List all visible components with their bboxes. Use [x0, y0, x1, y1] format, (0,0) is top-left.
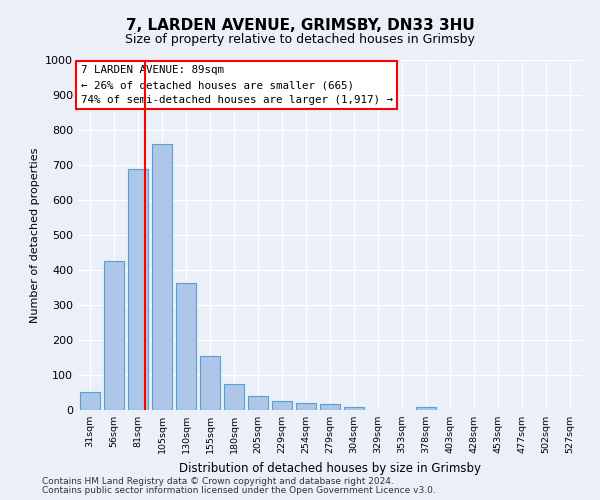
Bar — [224, 384, 244, 410]
Bar — [80, 392, 100, 410]
Y-axis label: Number of detached properties: Number of detached properties — [29, 148, 40, 322]
X-axis label: Distribution of detached houses by size in Grimsby: Distribution of detached houses by size … — [179, 462, 481, 474]
Text: 7, LARDEN AVENUE, GRIMSBY, DN33 3HU: 7, LARDEN AVENUE, GRIMSBY, DN33 3HU — [125, 18, 475, 32]
Bar — [104, 261, 124, 410]
Bar — [248, 396, 268, 410]
Text: 7 LARDEN AVENUE: 89sqm
← 26% of detached houses are smaller (665)
74% of semi-de: 7 LARDEN AVENUE: 89sqm ← 26% of detached… — [80, 66, 392, 105]
Bar — [320, 404, 340, 410]
Bar — [152, 144, 172, 410]
Text: Size of property relative to detached houses in Grimsby: Size of property relative to detached ho… — [125, 32, 475, 46]
Bar — [200, 356, 220, 410]
Bar — [176, 283, 196, 410]
Text: Contains HM Land Registry data © Crown copyright and database right 2024.: Contains HM Land Registry data © Crown c… — [42, 477, 394, 486]
Bar — [416, 407, 436, 410]
Text: Contains public sector information licensed under the Open Government Licence v3: Contains public sector information licen… — [42, 486, 436, 495]
Bar — [128, 168, 148, 410]
Bar — [272, 400, 292, 410]
Bar — [296, 403, 316, 410]
Bar — [344, 406, 364, 410]
